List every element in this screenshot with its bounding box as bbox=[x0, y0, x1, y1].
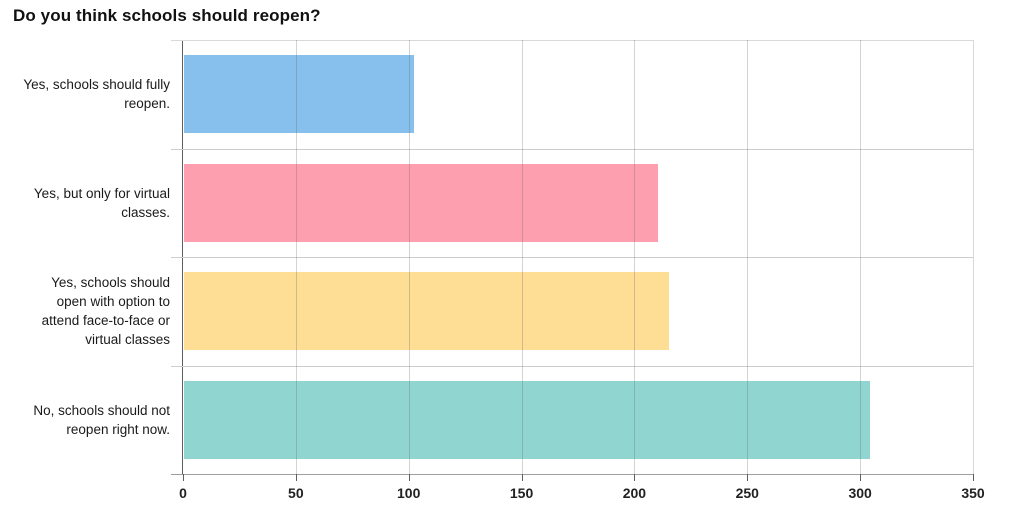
bar-row bbox=[183, 257, 973, 366]
x-axis-tick-label: 200 bbox=[622, 485, 647, 501]
x-axis-tick-label: 100 bbox=[397, 485, 421, 501]
x-axis-tick-label: 0 bbox=[179, 485, 187, 501]
vertical-gridline bbox=[860, 40, 862, 474]
x-axis-tick-label: 150 bbox=[509, 485, 534, 501]
vertical-gridline bbox=[634, 40, 636, 474]
vertical-gridline bbox=[295, 40, 297, 474]
bar-row bbox=[183, 366, 973, 475]
category-label: Yes, schools should open with option to … bbox=[41, 275, 170, 348]
category-axis: Yes, schools should fully reopen. Yes, bu… bbox=[18, 40, 170, 474]
category-label: Yes, but only for virtual classes. bbox=[33, 185, 170, 220]
bar bbox=[184, 380, 871, 459]
x-axis-tick bbox=[973, 474, 974, 481]
vertical-gridline bbox=[521, 40, 523, 474]
horizontal-gridline bbox=[171, 148, 973, 150]
category-label: No, schools should not reopen right now. bbox=[33, 402, 170, 437]
bar bbox=[184, 272, 670, 350]
x-axis-tick-label: 300 bbox=[848, 485, 872, 501]
bar-row bbox=[183, 149, 973, 258]
horizontal-gridline bbox=[171, 365, 973, 367]
x-axis-tick bbox=[408, 474, 410, 481]
x-axis-tick bbox=[521, 474, 523, 481]
vertical-gridline bbox=[408, 40, 410, 474]
vertical-gridline bbox=[747, 40, 749, 474]
plot-top-border bbox=[171, 40, 973, 41]
x-axis-tick bbox=[747, 474, 749, 481]
horizontal-gridline bbox=[171, 257, 973, 258]
chart-title: Do you think schools should reopen? bbox=[13, 6, 321, 25]
plot-area: 0 50 100 150 200 250 300 350 bbox=[171, 40, 985, 501]
x-axis-line bbox=[171, 474, 973, 475]
bar-row bbox=[183, 40, 973, 149]
x-axis-tick-label: 350 bbox=[961, 485, 985, 501]
x-axis-tick bbox=[295, 474, 297, 481]
bar bbox=[184, 163, 658, 242]
x-axis-tick bbox=[183, 474, 184, 481]
x-axis-tick bbox=[860, 474, 862, 481]
x-axis-tick-label: 50 bbox=[288, 485, 304, 501]
x-axis-tick-label: 250 bbox=[735, 485, 759, 501]
category-label: Yes, schools should fully reopen. bbox=[23, 77, 170, 112]
bar bbox=[184, 55, 415, 133]
x-axis-tick bbox=[634, 474, 636, 481]
